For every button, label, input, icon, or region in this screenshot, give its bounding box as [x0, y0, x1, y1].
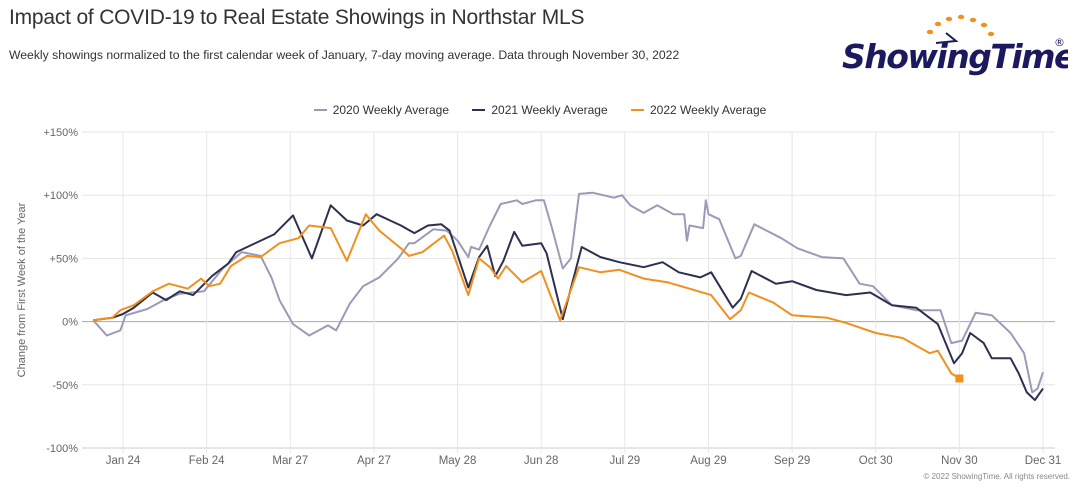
series-lines: [92, 191, 1044, 401]
legend-item-2020[interactable]: 2020 Weekly Average: [313, 103, 449, 117]
series-line-2020[interactable]: [92, 191, 1044, 394]
x-tick-label: May 28: [439, 455, 477, 467]
x-axis: Jan 24 Feb 24 Mar 27 Apr 27 May 28 Jun 28 Jul …: [106, 455, 1062, 467]
y-tick-label: +50%: [50, 253, 79, 265]
y-tick-label: +100%: [43, 190, 78, 202]
legend-swatch: [472, 109, 486, 111]
chart-title: Impact of COVID-19 to Real Estate Showin…: [9, 6, 585, 29]
legend-swatch: [313, 109, 327, 111]
series-line-2022[interactable]: [93, 213, 960, 380]
registered-mark: ®: [1054, 36, 1065, 49]
y-tick-label: -100%: [46, 443, 78, 455]
y-tick-label: -50%: [52, 380, 78, 392]
y-tick-label: +150%: [43, 127, 78, 139]
x-tick-label: Dec 31: [1025, 455, 1061, 467]
logo-text: ShowingTime: [842, 37, 1068, 76]
y-tick-label: 0%: [62, 317, 78, 329]
legend-label: 2022 Weekly Average: [650, 103, 767, 117]
legend-label: 2020 Weekly Average: [332, 103, 449, 117]
x-tick-label: Mar 27: [272, 455, 308, 467]
x-tick-label: Apr 27: [357, 455, 391, 467]
logo-dots-icon: [926, 14, 995, 37]
grid: [82, 131, 1055, 453]
x-tick-label: Jul 29: [609, 455, 640, 467]
x-tick-label: Jun 28: [524, 455, 559, 467]
showingtime-logo: ShowingTime ®: [838, 10, 1078, 84]
chart-subtitle: Weekly showings normalized to the first …: [9, 48, 680, 62]
copyright: © 2022 ShowingTime. All rights reserved.: [923, 472, 1070, 481]
x-tick-label: Aug 29: [690, 455, 726, 467]
x-tick-label: Sep 29: [774, 455, 810, 467]
legend-label: 2021 Weekly Average: [491, 103, 608, 117]
x-tick-label: Oct 30: [859, 455, 893, 467]
y-axis: -100% -50% 0% +50% +100% +150%: [43, 127, 78, 455]
series-end-marker[interactable]: [955, 374, 964, 383]
legend: 2020 Weekly Average 2021 Weekly Average …: [0, 100, 1080, 117]
x-tick-label: Nov 30: [941, 455, 977, 467]
y-axis-title: Change from First Week of the Year: [16, 202, 28, 377]
legend-item-2021[interactable]: 2021 Weekly Average: [472, 103, 608, 117]
x-tick-label: Feb 24: [189, 455, 225, 467]
series-line-2021[interactable]: [93, 204, 1044, 401]
legend-swatch: [631, 109, 644, 111]
x-tick-label: Jan 24: [106, 455, 141, 467]
legend-item-2022[interactable]: 2022 Weekly Average: [631, 103, 766, 117]
